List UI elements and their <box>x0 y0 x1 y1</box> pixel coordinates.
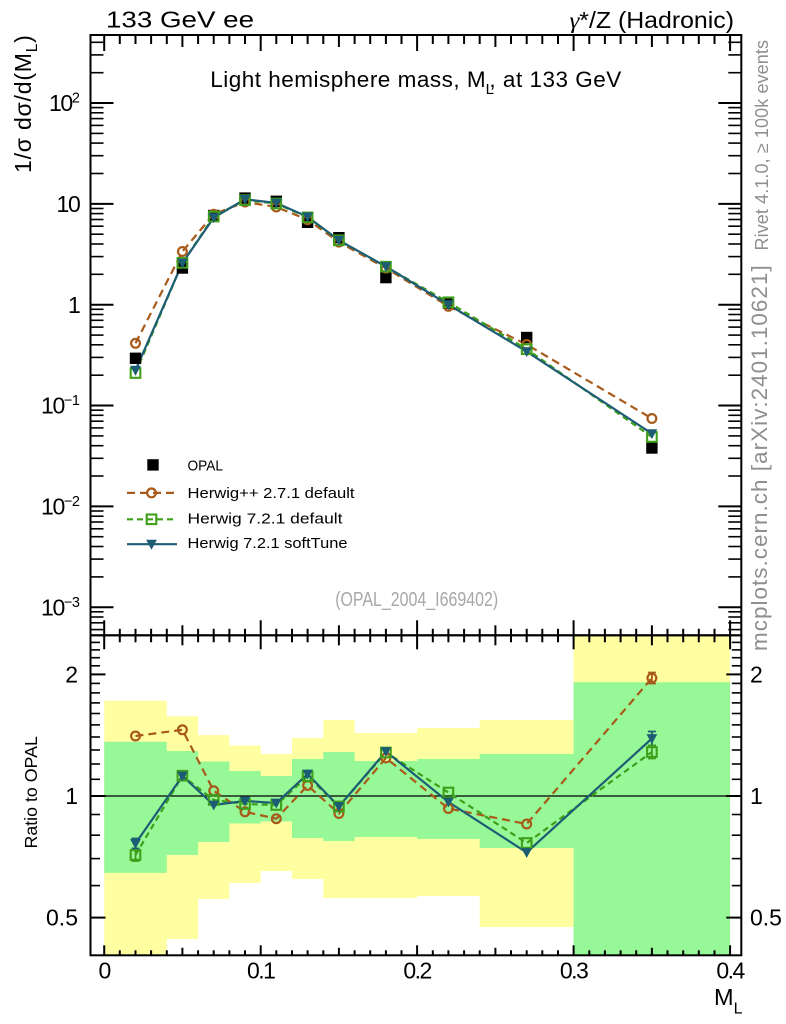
svg-text:2: 2 <box>750 661 763 687</box>
svg-text:1/σ dσ/d(ML): 1/σ dσ/d(ML) <box>10 34 41 173</box>
svg-text:Herwig++ 2.7.1 default: Herwig++ 2.7.1 default <box>188 486 355 502</box>
svg-text:102: 102 <box>49 90 80 116</box>
svg-text:133 GeV ee: 133 GeV ee <box>106 7 254 33</box>
svg-text:10−2: 10−2 <box>41 494 80 520</box>
svg-text:OPAL: OPAL <box>188 459 224 475</box>
svg-text:10−3: 10−3 <box>41 594 80 620</box>
svg-text:10: 10 <box>57 191 80 217</box>
svg-text:10−1: 10−1 <box>41 393 80 419</box>
svg-text:0: 0 <box>99 958 111 984</box>
svg-text:Herwig 7.2.1 default: Herwig 7.2.1 default <box>188 511 343 527</box>
svg-text:0.5: 0.5 <box>46 905 78 931</box>
svg-text:0.4: 0.4 <box>716 958 745 984</box>
svg-text:1: 1 <box>65 783 78 809</box>
svg-text:mcplots.cern.ch [arXiv:2401.10: mcplots.cern.ch [arXiv:2401.10621] <box>747 264 772 651</box>
svg-text:0.2: 0.2 <box>403 958 431 984</box>
svg-text:Rivet 4.1.0, ≥ 100k events: Rivet 4.1.0, ≥ 100k events <box>752 40 772 251</box>
svg-text:1: 1 <box>68 292 80 318</box>
svg-text:2: 2 <box>65 661 78 687</box>
svg-text:0.3: 0.3 <box>560 958 588 984</box>
svg-text:(OPAL_2004_I669402): (OPAL_2004_I669402) <box>335 589 498 611</box>
svg-text:γ*/Z (Hadronic): γ*/Z (Hadronic) <box>570 7 735 33</box>
svg-text:Ratio to OPAL: Ratio to OPAL <box>21 736 41 848</box>
svg-text:Herwig 7.2.1 softTune: Herwig 7.2.1 softTune <box>188 536 348 552</box>
svg-text:1: 1 <box>750 783 763 809</box>
svg-text:0.5: 0.5 <box>750 905 782 931</box>
svg-text:0.1: 0.1 <box>247 958 275 984</box>
